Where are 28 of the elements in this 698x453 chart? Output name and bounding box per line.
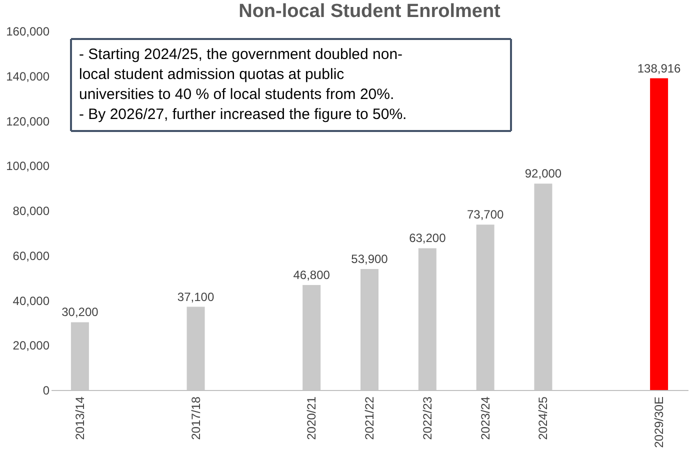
y-tick-label: 100,000 [6,159,50,174]
x-tick-label: 2023/24 [478,396,492,440]
data-label: 92,000 [524,166,562,181]
data-label: 53,900 [351,252,388,266]
data-label: 30,200 [62,305,99,320]
y-tick-label: 160,000 [6,24,50,38]
chart-title: Non-local Student Enrolment [238,1,502,22]
data-label: 73,700 [466,208,504,222]
y-tick-label: 20,000 [12,338,50,353]
y-tick-label: 60,000 [12,248,50,263]
x-tick-label: 2013/14 [72,396,87,440]
bar [650,78,668,390]
annotation: - Starting 2024/25, the government doubled non- local student admission quotas at public universities to 40 % of local students from 20%. - By 2026/27, further increased the figure to 50%. [79,46,407,123]
data-label: 138,916 [637,61,682,76]
y-tick-label: 0 [42,384,50,398]
data-label: 63,200 [409,231,446,246]
y-tick-label: 80,000 [12,204,50,218]
y-tick-label: 120,000 [6,114,50,128]
x-tick-label: 2020/21 [304,396,319,440]
data-label: 46,800 [293,268,330,282]
x-tick-label: 2022/23 [420,396,434,440]
x-tick-label: 2029/30E [652,396,666,448]
y-tick-label: 40,000 [12,294,50,308]
y-tick-label: 140,000 [6,69,50,84]
x-tick-label: 2021/22 [362,396,376,440]
x-tick-label: 2017/18 [188,396,203,440]
data-label: 37,100 [177,290,214,304]
x-tick-label: 2024/25 [536,396,550,440]
